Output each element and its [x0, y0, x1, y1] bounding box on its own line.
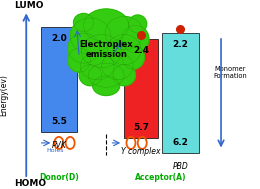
Text: Electroplex
emission: Electroplex emission: [79, 40, 133, 59]
Text: 5.7: 5.7: [133, 123, 149, 132]
Text: Holes: Holes: [47, 148, 64, 153]
Text: LUMO: LUMO: [14, 2, 43, 10]
Text: 2.2: 2.2: [173, 40, 188, 49]
Ellipse shape: [74, 13, 94, 32]
Ellipse shape: [122, 26, 149, 53]
Ellipse shape: [122, 45, 145, 69]
Ellipse shape: [129, 15, 147, 33]
Ellipse shape: [79, 65, 102, 86]
Text: 5.5: 5.5: [51, 117, 67, 126]
Ellipse shape: [68, 48, 90, 72]
FancyBboxPatch shape: [124, 39, 158, 138]
Text: Acceptor(A): Acceptor(A): [135, 173, 186, 182]
Text: HOMO: HOMO: [14, 179, 46, 188]
Text: Energy(ev): Energy(ev): [0, 74, 8, 116]
Ellipse shape: [68, 33, 99, 63]
Ellipse shape: [107, 35, 141, 65]
FancyBboxPatch shape: [162, 33, 198, 153]
Ellipse shape: [113, 65, 135, 86]
Text: PVK: PVK: [51, 141, 66, 150]
Text: Y complex: Y complex: [121, 147, 161, 156]
Ellipse shape: [70, 18, 111, 54]
Text: PBD: PBD: [173, 162, 188, 171]
Ellipse shape: [81, 35, 122, 68]
Ellipse shape: [84, 9, 129, 42]
Ellipse shape: [93, 76, 120, 95]
FancyBboxPatch shape: [41, 27, 77, 132]
Text: Donor(D): Donor(D): [39, 173, 79, 182]
Text: 6.2: 6.2: [173, 138, 188, 147]
Text: Monomer
Formation: Monomer Formation: [213, 66, 247, 79]
Ellipse shape: [105, 16, 143, 50]
Ellipse shape: [80, 53, 114, 80]
Text: 2.0: 2.0: [51, 34, 67, 43]
Text: 2.4: 2.4: [133, 46, 149, 55]
Ellipse shape: [88, 63, 124, 87]
Ellipse shape: [102, 53, 133, 80]
